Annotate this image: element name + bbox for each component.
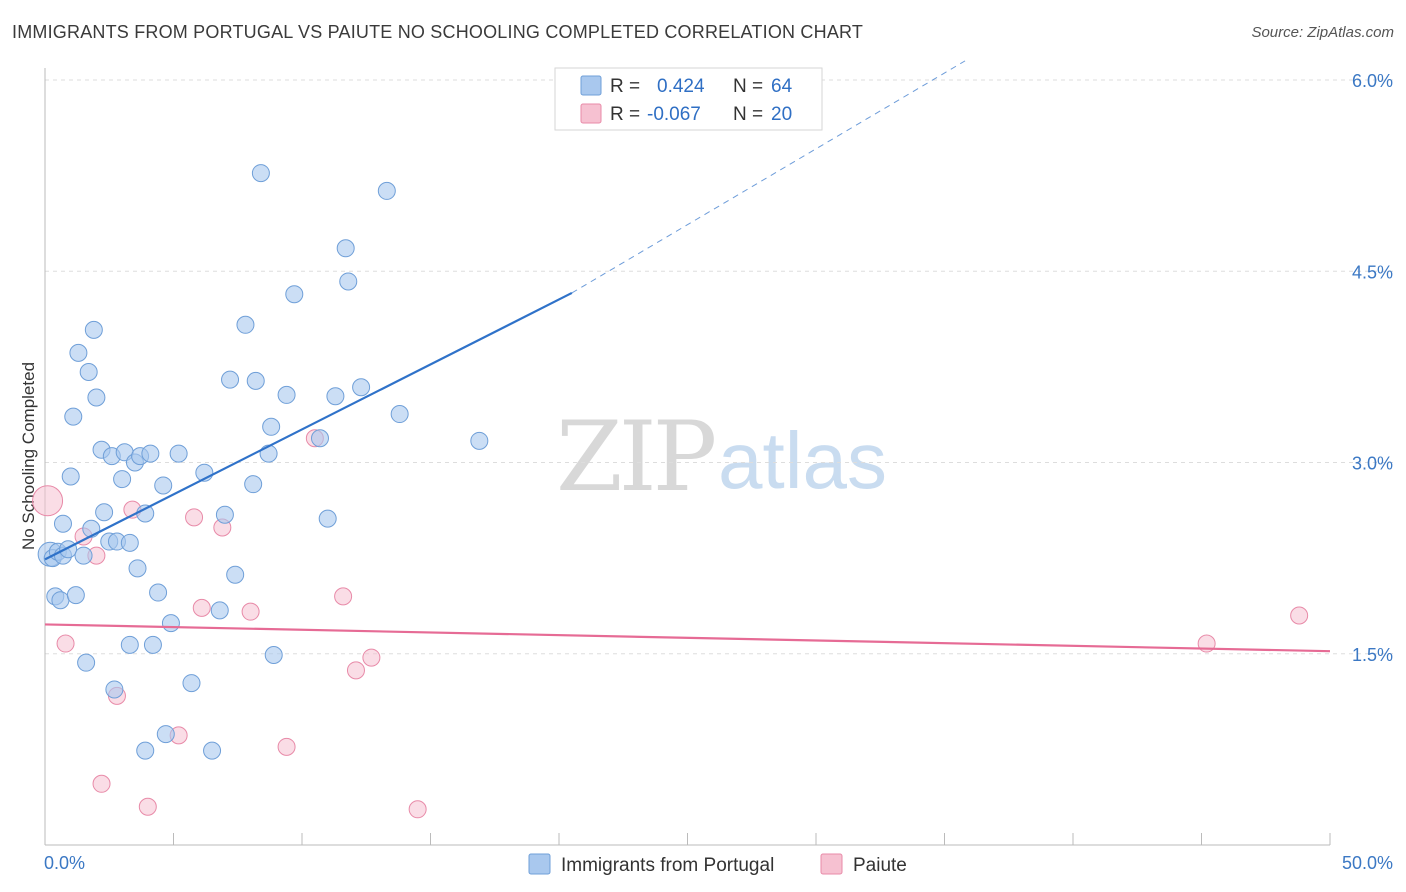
portugal-point xyxy=(236,315,255,334)
legend-n-label-2: N = xyxy=(733,104,763,125)
correlation-legend: R = 0.424 N = 64 R = -0.067 N = 20 xyxy=(554,67,823,131)
paiute-point xyxy=(334,587,353,606)
legend-r-label-2: R = xyxy=(610,104,640,125)
portugal-point xyxy=(310,429,329,448)
legend-r-value-1: 0.424 xyxy=(657,76,705,97)
legend-n-value-2: 20 xyxy=(771,104,792,125)
portugal-point xyxy=(113,470,132,489)
portugal-point xyxy=(51,591,70,610)
portugal-point xyxy=(470,431,489,450)
portugal-point xyxy=(210,601,229,620)
portugal-point xyxy=(326,387,345,406)
portugal-point xyxy=(244,475,263,494)
source-label: Source: ZipAtlas.com xyxy=(1251,24,1394,41)
portugal-point xyxy=(377,181,396,200)
legend-swatch-pink xyxy=(580,103,602,124)
legend-n-value-1: 64 xyxy=(771,76,793,97)
portugal-point xyxy=(61,467,80,486)
portugal-point xyxy=(251,164,270,183)
portugal-point xyxy=(161,614,180,633)
series-legend-swatch-portugal xyxy=(528,853,551,875)
portugal-point xyxy=(69,343,88,362)
paiute-point xyxy=(32,485,64,517)
y-tick-labels: 1.5% 3.0% 4.5% 6.0% xyxy=(1352,71,1393,665)
portugal-point xyxy=(141,444,160,463)
portugal-point xyxy=(128,559,147,578)
portugal-point xyxy=(215,505,234,524)
portugal-point xyxy=(84,320,103,339)
portugal-point xyxy=(226,565,245,584)
series-legend-swatch-paiute xyxy=(820,853,843,875)
portugal-point xyxy=(149,583,168,602)
paiute-trendline xyxy=(44,623,1331,653)
paiute-point xyxy=(362,648,381,667)
grid-lines xyxy=(45,79,1393,655)
portugal-point xyxy=(390,405,409,424)
portugal-point xyxy=(120,635,139,654)
paiute-point xyxy=(56,634,75,653)
portugal-point xyxy=(259,444,278,463)
y-tick-label: 1.5% xyxy=(1352,645,1393,665)
paiute-point xyxy=(1290,606,1309,625)
portugal-point xyxy=(336,239,355,258)
paiute-point xyxy=(185,508,204,527)
x-ticks xyxy=(173,833,1331,845)
portugal-point xyxy=(262,417,281,436)
portugal-point xyxy=(352,378,371,397)
portugal-trendline xyxy=(44,291,573,561)
watermark-atlas: atlas xyxy=(718,416,887,505)
y-tick-label: 6.0% xyxy=(1352,71,1393,91)
portugal-point xyxy=(64,407,83,426)
series-legend-label-paiute: Paiute xyxy=(853,855,907,876)
portugal-point xyxy=(82,519,101,538)
portugal-point xyxy=(95,503,114,522)
portugal-points xyxy=(37,164,489,760)
paiute-point xyxy=(346,661,365,680)
portugal-point xyxy=(79,362,98,381)
trendlines xyxy=(44,60,1331,653)
paiute-point xyxy=(241,602,260,621)
portugal-point xyxy=(339,272,358,291)
chart-title: IMMIGRANTS FROM PORTUGAL VS PAIUTE NO SC… xyxy=(12,22,864,42)
y-tick-label: 4.5% xyxy=(1352,262,1393,282)
watermark-zip: ZIP xyxy=(556,401,715,513)
portugal-point xyxy=(203,741,222,760)
portugal-point xyxy=(277,385,296,404)
paiute-point xyxy=(192,598,211,617)
portugal-point xyxy=(246,371,265,390)
x-tick-label-min: 0.0% xyxy=(44,853,85,873)
paiute-point xyxy=(138,797,157,816)
portugal-point xyxy=(182,674,201,693)
portugal-point xyxy=(74,546,93,565)
series-legend-label-portugal: Immigrants from Portugal xyxy=(561,855,774,876)
portugal-point xyxy=(221,370,240,389)
portugal-point xyxy=(264,646,283,665)
portugal-point xyxy=(105,680,124,699)
portugal-point xyxy=(285,285,304,304)
legend-n-label-1: N = xyxy=(733,76,763,97)
portugal-point xyxy=(59,540,78,559)
portugal-point xyxy=(66,586,85,605)
portugal-point xyxy=(120,533,139,552)
paiute-point xyxy=(277,737,296,756)
portugal-point xyxy=(136,741,155,760)
portugal-point xyxy=(87,388,106,407)
portugal-point xyxy=(53,514,72,533)
portugal-point xyxy=(318,509,337,528)
paiute-point xyxy=(92,774,111,793)
legend-swatch-blue xyxy=(580,75,602,96)
portugal-point xyxy=(77,653,96,672)
portugal-point xyxy=(156,725,175,744)
x-tick-label-max: 50.0% xyxy=(1342,853,1393,873)
series-legend: Immigrants from Portugal Paiute xyxy=(528,853,907,876)
legend-r-value-2: -0.067 xyxy=(647,104,701,125)
paiute-point xyxy=(408,800,427,819)
portugal-point xyxy=(154,476,173,495)
legend-r-label-1: R = xyxy=(610,76,640,97)
y-tick-label: 3.0% xyxy=(1352,454,1393,474)
portugal-point xyxy=(143,635,162,654)
portugal-point xyxy=(169,444,188,463)
y-axis-title: No Schooling Completed xyxy=(19,362,38,550)
